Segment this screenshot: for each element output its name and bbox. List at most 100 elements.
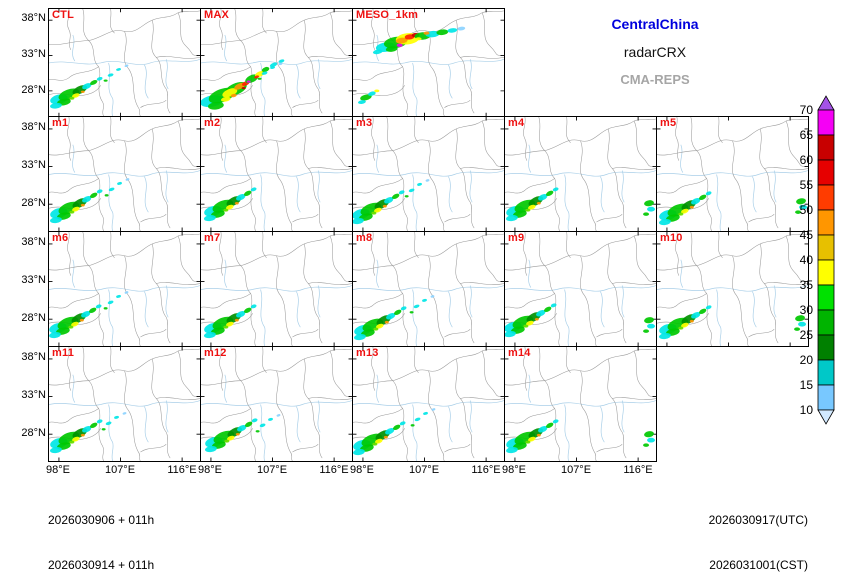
radar-echo <box>80 433 85 437</box>
map-svg-m4 <box>505 117 656 231</box>
lat-tick-label: 38°N <box>21 351 46 363</box>
map-panel-m7: m7 <box>200 231 353 347</box>
radar-echo <box>371 211 377 215</box>
radar-echo <box>226 435 235 441</box>
radar-echo <box>80 203 85 207</box>
radar-echo <box>536 310 546 317</box>
radar-echo <box>72 93 80 98</box>
colorbar-segment <box>817 234 835 261</box>
radar-echo <box>394 309 402 315</box>
radar-echo <box>241 86 246 90</box>
lon-tick-label: 116°E <box>471 464 501 476</box>
colorbar-tick-label: 60 <box>800 153 814 167</box>
radar-echo <box>270 66 275 70</box>
radar-echo <box>436 29 449 36</box>
radar-echo <box>124 291 129 294</box>
map-svg-m8 <box>353 232 504 346</box>
radar-echo <box>105 421 112 426</box>
radar-echo <box>226 321 234 327</box>
panel-label-m11: m11 <box>52 347 75 359</box>
radar-echo <box>124 64 129 67</box>
radar-echo <box>251 418 258 423</box>
lon-tick-label: 107°E <box>256 464 288 476</box>
radar-echo <box>80 90 85 94</box>
title-model: CMA-REPS <box>620 72 690 87</box>
map-panel-m1: m1 <box>48 116 201 232</box>
map-panel-m14: m14 <box>504 346 657 462</box>
radar-echo <box>237 425 247 432</box>
radar-echo <box>422 298 427 302</box>
radar-echo <box>103 79 108 82</box>
lat-tick-label: 38°N <box>21 12 46 25</box>
radar-echo <box>69 210 75 214</box>
radar-echo <box>643 329 650 333</box>
lat-tick-label: 38°N <box>21 236 46 248</box>
radar-echo <box>525 440 531 444</box>
radar-echo <box>205 446 217 453</box>
radar-echo <box>234 318 239 322</box>
radar-echo <box>125 178 130 181</box>
panel-label-m13: m13 <box>356 347 379 359</box>
map-panel-m8: m8 <box>352 231 505 347</box>
radar-echo <box>250 187 257 192</box>
radar-echo <box>393 424 401 430</box>
map-svg-m13 <box>353 347 504 461</box>
map-svg-m12 <box>201 347 352 461</box>
valid-time-utc: 2026030917(UTC) <box>708 513 808 527</box>
radar-echo <box>795 210 802 214</box>
map-svg-m11 <box>49 347 200 461</box>
radar-echo <box>678 212 684 216</box>
colorbar-tick-label: 10 <box>800 403 814 417</box>
panel-label-m10: m10 <box>660 232 683 244</box>
radar-echo <box>644 200 654 207</box>
valid-time-cst: 2026031001(CST) <box>709 558 808 572</box>
radar-echo <box>278 62 283 66</box>
radar-echo <box>536 433 541 437</box>
map-panel-m5: m5 <box>656 116 809 232</box>
panel-label-m14: m14 <box>508 347 531 359</box>
radar-echo <box>90 422 98 428</box>
radar-echo <box>82 196 92 203</box>
radar-echo <box>50 447 62 454</box>
figure-canvas: { "title": { "region": "CentralChina", "… <box>21 8 835 572</box>
radar-echo <box>414 417 421 422</box>
radar-echo <box>544 306 552 313</box>
radar-echo <box>647 437 656 443</box>
footer-valid-times: 2026030917(UTC) 2026031001(CST) <box>600 483 808 588</box>
radar-echo <box>81 311 91 318</box>
colorbar-arrow <box>817 409 835 425</box>
lat-tick-label: 28°N <box>21 197 46 209</box>
radar-echo <box>794 327 801 331</box>
radar-echo <box>208 101 224 110</box>
radar-echo <box>220 96 231 102</box>
radar-echo <box>423 411 428 415</box>
radar-echo <box>71 321 79 327</box>
map-svg-m2 <box>201 117 352 231</box>
map-panel-m9: m9 <box>504 231 657 347</box>
radar-echo <box>374 89 380 93</box>
colorbar-arrow <box>817 95 835 111</box>
colorbar-segment <box>817 159 835 186</box>
radar-echo <box>373 327 379 331</box>
lon-tick-label: 116°E <box>623 464 653 476</box>
panel-label-MESO_1km: MESO_1km <box>356 9 419 21</box>
radar-echo <box>400 306 407 311</box>
colorbar-tick-label: 70 <box>800 103 814 117</box>
radar-echo <box>50 217 62 224</box>
radar-echo <box>235 432 240 436</box>
radar-echo <box>382 204 387 208</box>
radar-echo <box>82 426 92 433</box>
radar-echo <box>246 80 251 83</box>
radar-echo <box>699 194 707 200</box>
radar-echo <box>69 96 75 100</box>
radar-echo <box>268 417 273 421</box>
radar-echo <box>234 201 239 205</box>
title-block: CentralChina radarCRX CMA-REPS <box>505 16 805 87</box>
radar-echo <box>223 208 229 212</box>
radar-echo <box>447 28 458 33</box>
map-svg-CTL <box>49 9 200 116</box>
radar-echo <box>257 77 262 80</box>
radar-echo <box>647 323 656 329</box>
radar-echo <box>385 427 395 435</box>
radar-echo <box>457 26 466 31</box>
